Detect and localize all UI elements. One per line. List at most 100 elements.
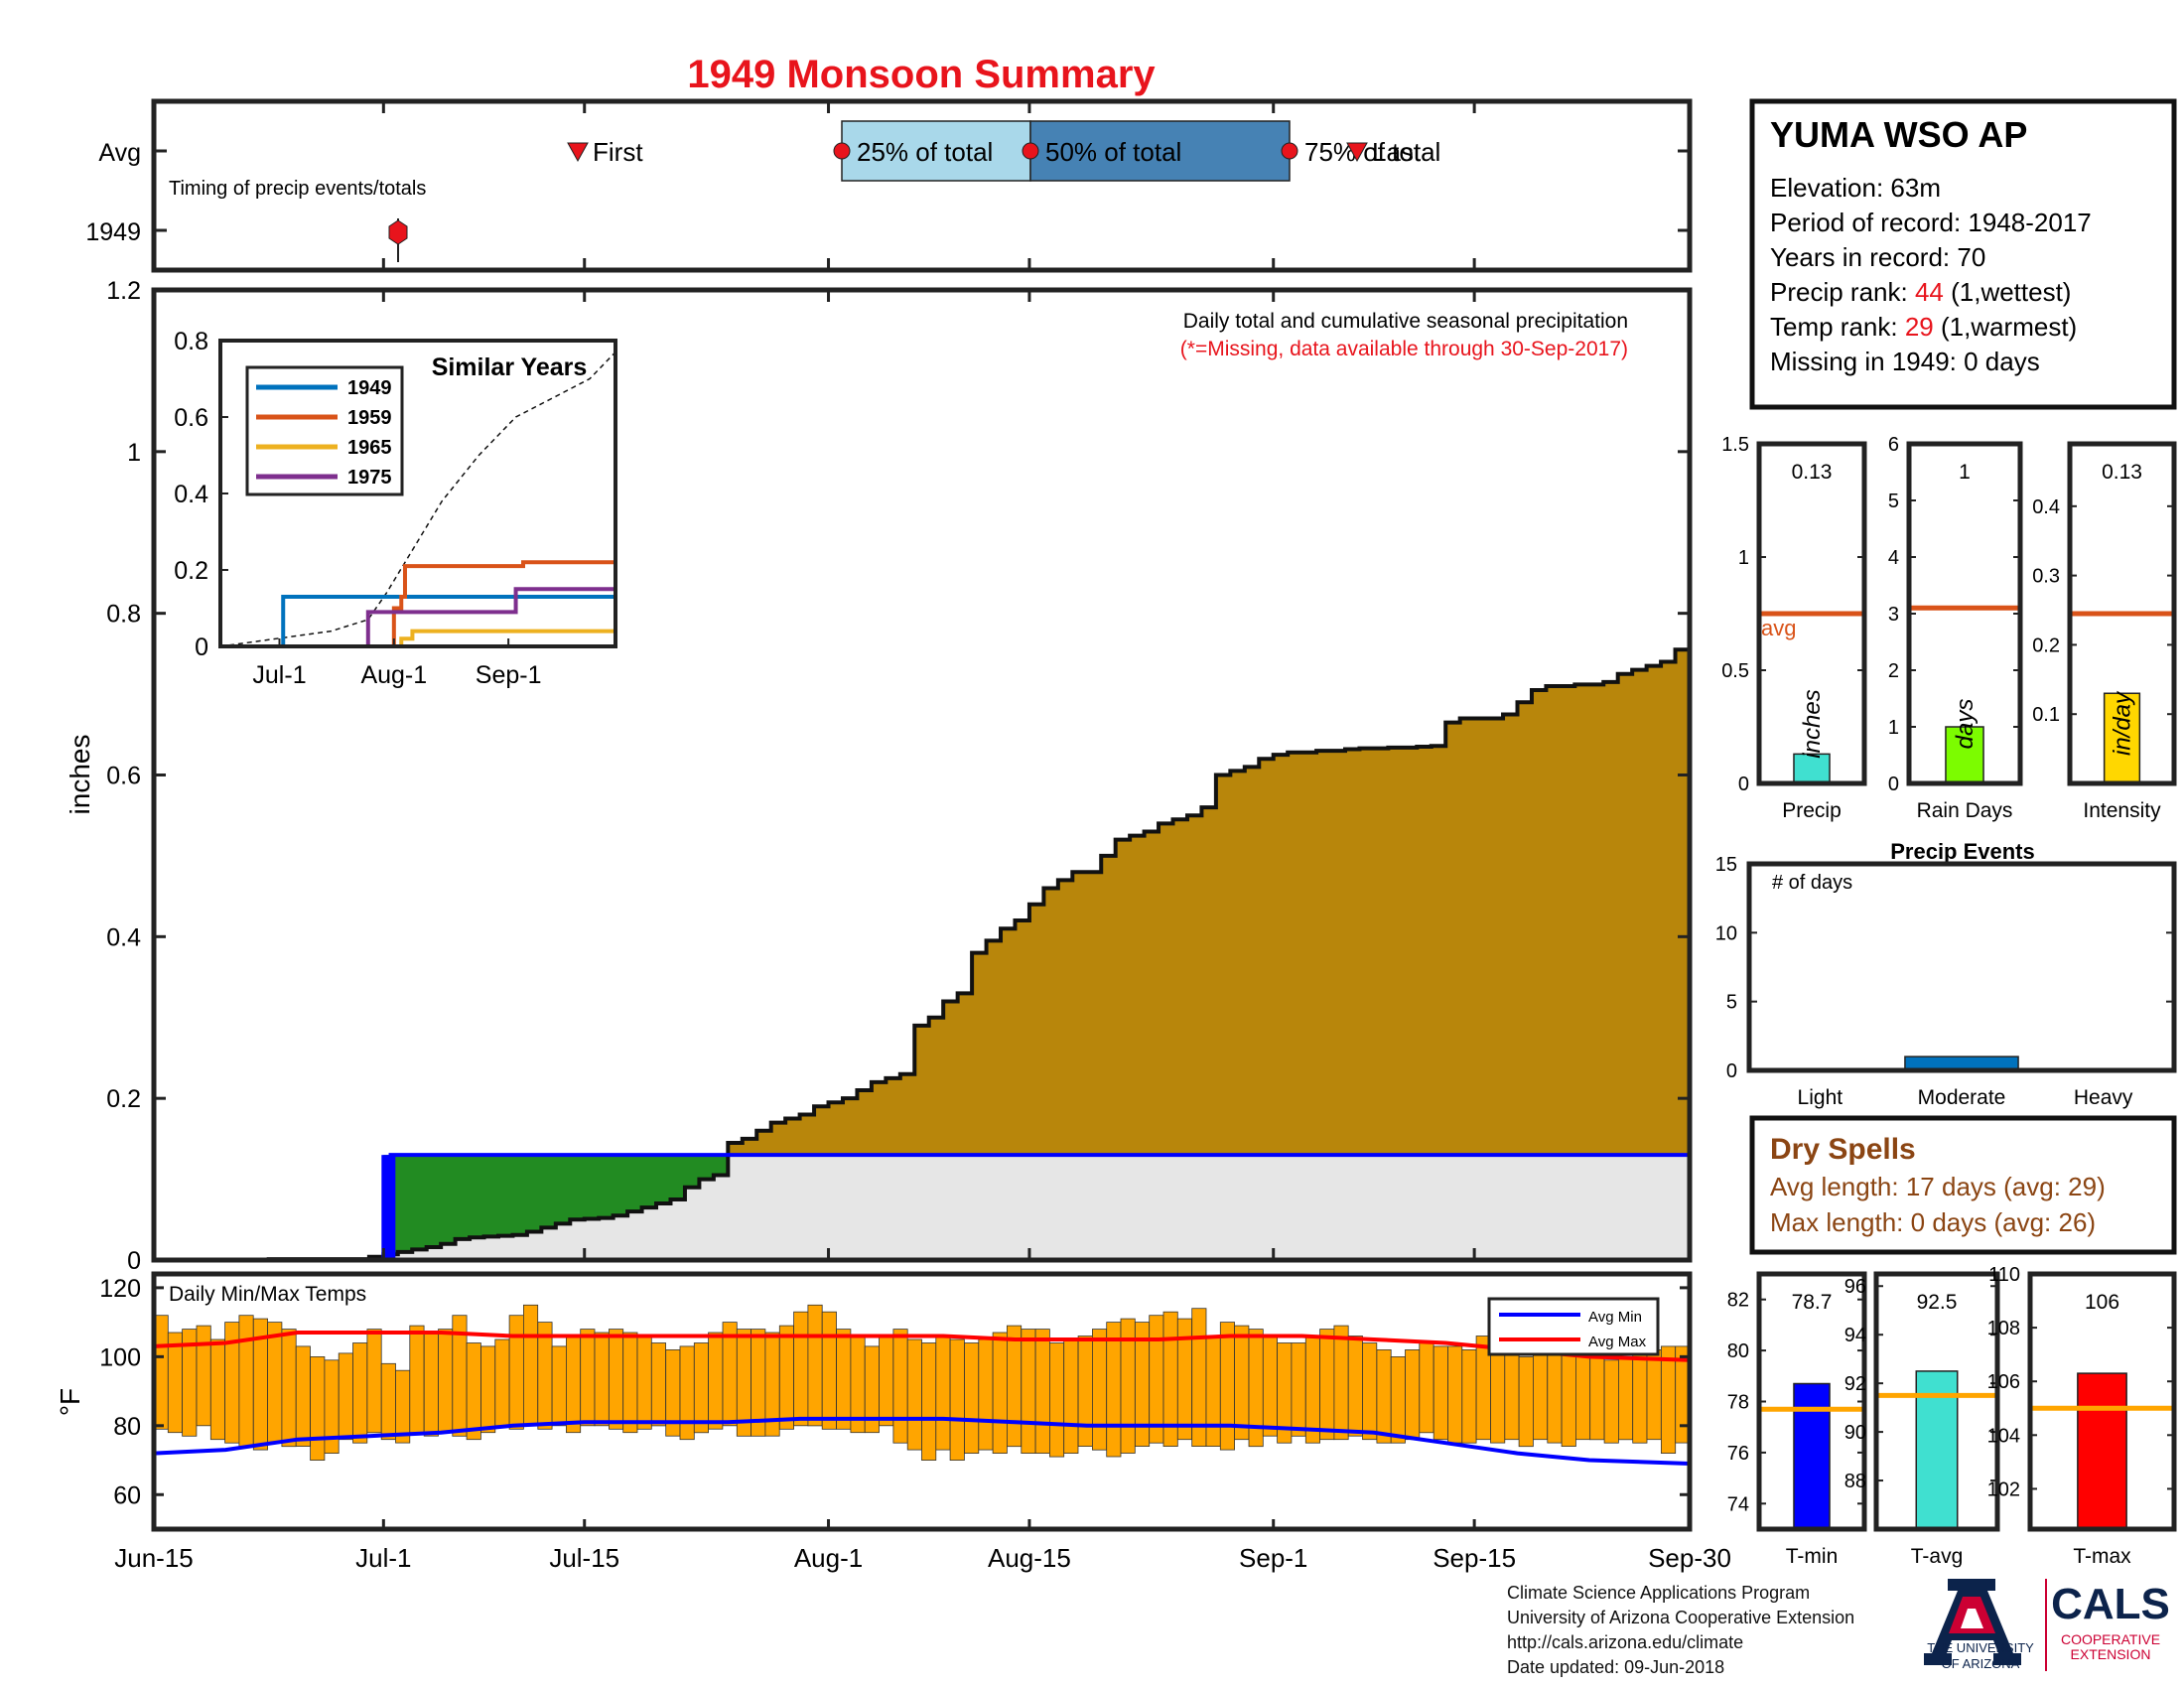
timing-p50-label: 50% of total xyxy=(1045,137,1181,167)
t_max-frame xyxy=(2027,1271,2177,1532)
main-y-label: inches xyxy=(65,735,95,815)
daily-temp-bar xyxy=(1291,1342,1306,1437)
timing-frame xyxy=(151,98,1693,273)
daily-temp-bar xyxy=(594,1332,610,1427)
t_max-y-tick-label: 108 xyxy=(1987,1318,2020,1339)
daily-temp-bar xyxy=(523,1304,539,1427)
t_avg-y-tick-label: 96 xyxy=(1844,1276,1866,1298)
station-temp-rank: Temp rank: 29 (1,warmest) xyxy=(1770,312,2077,342)
precip-rank-suffix: (1,wettest) xyxy=(1944,277,2072,307)
ua-logo-top-text: THE UNIVERSITY xyxy=(1927,1640,2034,1655)
intensity-frame xyxy=(2067,441,2177,786)
t_max-y-tick-label: 106 xyxy=(1987,1371,2020,1393)
daily-temp-bar xyxy=(609,1329,624,1430)
dry-spells-frame xyxy=(1749,1115,2177,1255)
main-y-tick-label: 1.2 xyxy=(106,277,141,305)
daily-temp-bar xyxy=(1405,1349,1421,1441)
first-marker-icon xyxy=(567,142,589,163)
station-precip-rank: Precip rank: 44 (1,wettest) xyxy=(1770,277,2071,307)
mini-chart-t_avg: 88 90 92 94 96 92.5 T-avg xyxy=(1844,1271,2000,1568)
temp-legend: Avg Min Avg Max xyxy=(1487,1297,1660,1356)
rain_days-y-tick-label: 0 xyxy=(1888,774,1899,795)
precip_total-y-tick-label: 1.5 xyxy=(1721,434,1749,456)
mini-charts: 0 0.5 1 1.5 0.13 Precip inches avg 0 1 2 3 4 5 6 1 Rain … xyxy=(1721,434,2177,1568)
main-y-tick-label: 1 xyxy=(127,439,141,467)
daily-temp-bar xyxy=(1262,1336,1279,1437)
daily-temp-bar xyxy=(580,1329,596,1427)
inset-avg-dashed-line xyxy=(219,352,616,647)
temp-y-label: °F xyxy=(55,1388,85,1416)
inset-legend: 1949 1959 1965 1975 xyxy=(256,377,392,489)
temp-chart-title: Daily Min/Max Temps xyxy=(169,1283,366,1306)
daily-temp-bar xyxy=(693,1342,709,1434)
timing-row-year: 1949 xyxy=(85,218,141,246)
temp-plot-area xyxy=(153,1304,1691,1466)
daily-temp-bar xyxy=(906,1338,922,1451)
t_min-y-tick-label: 80 xyxy=(1727,1340,1749,1362)
events-y-tick-label: 0 xyxy=(1726,1060,1737,1082)
precip_total-x-label: Precip xyxy=(1782,799,1842,822)
events-frame xyxy=(1746,861,2177,1073)
temp-x-tick-label: Aug-1 xyxy=(794,1543,863,1573)
dry-spells-max: Max length: 0 days (avg: 26) xyxy=(1770,1207,2096,1237)
daily-temp-bar xyxy=(921,1342,937,1461)
page-title: 1949 Monsoon Summary xyxy=(687,53,1156,96)
daily-temp-bar xyxy=(879,1336,894,1427)
daily-temp-bar xyxy=(1561,1349,1576,1448)
timing-last-label: Last xyxy=(1372,137,1422,167)
dry-spells-avg: Avg length: 17 days (avg: 29) xyxy=(1770,1172,2106,1201)
year-event-marker-icon xyxy=(388,219,408,245)
daily-temp-bar xyxy=(807,1304,823,1427)
events-y-tick-label: 10 xyxy=(1715,922,1737,944)
inset-y-axis: 0 0.2 0.4 0.6 0.8 xyxy=(174,328,228,661)
t_min-x-label: T-min xyxy=(1786,1545,1839,1568)
daily-temp-bar xyxy=(1433,1345,1448,1441)
inset-legend-label: 1965 xyxy=(347,437,392,459)
inset-legend-label: 1949 xyxy=(347,377,392,399)
daily-temp-bar xyxy=(1333,1325,1349,1441)
daily-temp-bar xyxy=(679,1345,695,1441)
t_min-y-tick-label: 74 xyxy=(1727,1493,1749,1515)
station-elevation: Elevation: 63m xyxy=(1770,173,1941,203)
daily-temp-bar xyxy=(209,1338,226,1441)
precip_total-frame xyxy=(1756,441,1867,786)
main-y-tick-label: 0.8 xyxy=(106,601,141,629)
legend-avg-max-label: Avg Max xyxy=(1588,1334,1647,1350)
temp-y-tick-label: 80 xyxy=(113,1413,141,1441)
precip_total-y-tick-label: 1 xyxy=(1738,547,1749,569)
event-category-label: Moderate xyxy=(1918,1086,2006,1109)
daily-temp-bar xyxy=(508,1315,524,1430)
cals-logo-text: CALS xyxy=(2051,1580,2170,1628)
inset-y-tick-label: 0.2 xyxy=(174,557,208,585)
daily-temp-bar xyxy=(1461,1349,1477,1444)
temp-rank-prefix: Temp rank: xyxy=(1770,312,1905,342)
mini-chart-precip_total: 0 0.5 1 1.5 0.13 Precip inches avg xyxy=(1721,434,1867,822)
daily-temp-bar xyxy=(551,1345,567,1427)
year-daily-precip-bar xyxy=(381,1155,396,1260)
daily-temp-bar xyxy=(650,1342,666,1427)
p75-marker-icon xyxy=(1281,142,1298,160)
daily-temp-bar xyxy=(1106,1322,1122,1458)
temp-x-tick-label: Jul-1 xyxy=(355,1543,411,1573)
daily-temp-bar xyxy=(1390,1356,1406,1444)
temp-y-tick-label: 120 xyxy=(99,1275,141,1303)
precip_total-unit-label: inches xyxy=(1799,689,1826,758)
avg-min-temp-line xyxy=(153,1416,1691,1466)
rain_days-y-tick-label: 6 xyxy=(1888,434,1899,456)
ua-logo-bottom-text: OF ARIZONA xyxy=(1942,1656,2020,1671)
avg-cumulative-line xyxy=(154,647,1692,1262)
intensity-y-tick-label: 0.4 xyxy=(2032,496,2060,518)
daily-temp-bar xyxy=(892,1329,908,1444)
daily-temps-panel: 60 80 100 120 Jun-15 Jul-1 Jul-15 Aug-1 Aug-15 S… xyxy=(55,1271,1731,1573)
footer-line-url: http://cals.arizona.edu/climate xyxy=(1507,1632,1744,1652)
daily-temp-bar xyxy=(196,1325,211,1427)
rain_days-y-tick-label: 4 xyxy=(1888,547,1899,569)
t_max-x-label: T-max xyxy=(2073,1545,2131,1568)
events-y-tick-label: 5 xyxy=(1726,992,1737,1014)
avg-cumulative-area xyxy=(154,649,1690,1260)
daily-temp-bar xyxy=(409,1325,425,1434)
daily-temp-bar xyxy=(494,1338,510,1427)
main-chart-subtitle: (*=Missing, data available through 30-Se… xyxy=(1180,338,1628,360)
footer-line-university: University of Arizona Cooperative Extens… xyxy=(1507,1608,1855,1627)
p25-marker-icon xyxy=(833,142,851,160)
